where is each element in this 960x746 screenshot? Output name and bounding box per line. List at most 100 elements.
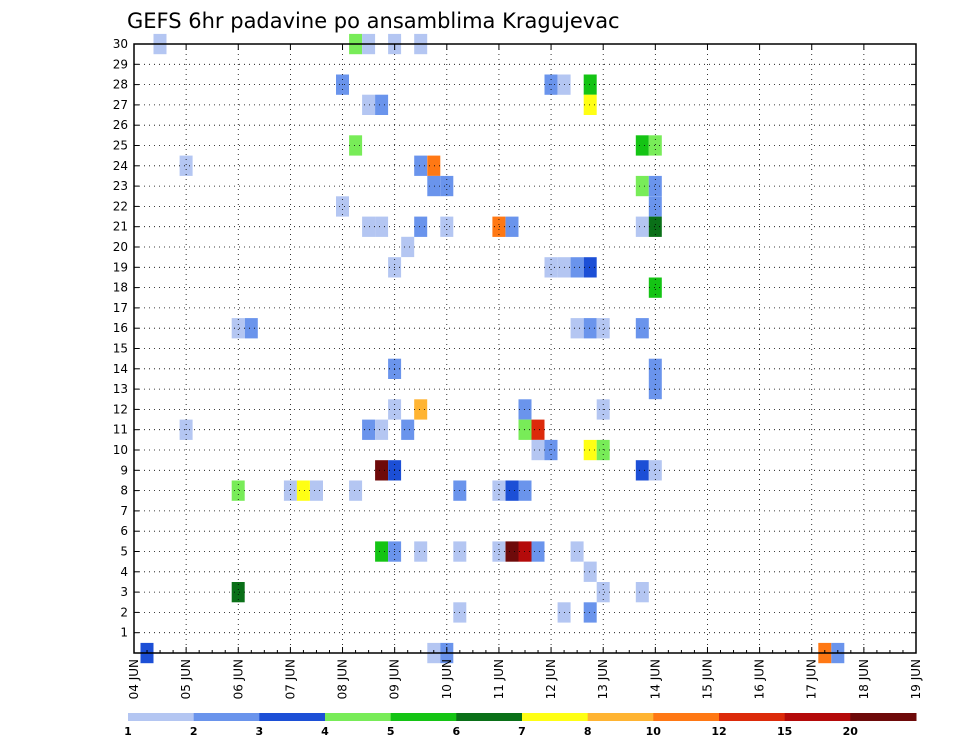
heatmap-cell: [492, 541, 506, 562]
heatmap-cell: [375, 541, 389, 562]
heatmap-cell: [296, 480, 310, 501]
x-tick-label: 11 JUN: [492, 659, 506, 699]
y-tick-label: 12: [113, 402, 128, 416]
colorbar-swatch: [325, 713, 392, 721]
heatmap-cell: [231, 318, 245, 339]
y-tick-label: 17: [113, 301, 128, 315]
heatmap-cell: [544, 257, 558, 278]
y-tick-label: 5: [120, 545, 128, 559]
x-tick-label: 13 JUN: [596, 659, 610, 699]
y-tick-label: 23: [113, 179, 128, 193]
heatmap-cell: [648, 196, 662, 217]
colorbar-label: 2: [190, 725, 198, 738]
heatmap-cell: [570, 318, 584, 339]
heatmap-cell: [244, 318, 258, 339]
colorbar-label: 15: [777, 725, 792, 738]
x-tick-label: 04 JUN: [127, 659, 141, 699]
colorbar-label: 20: [843, 725, 859, 738]
heatmap-cell: [583, 74, 597, 95]
heatmap-cells: [140, 33, 845, 664]
y-tick-label: 22: [113, 199, 128, 213]
heatmap-cell: [635, 135, 649, 156]
colorbar-label: 10: [646, 725, 662, 738]
heatmap-cell: [648, 216, 662, 237]
heatmap-cell: [531, 419, 545, 440]
heatmap-cell: [349, 480, 363, 501]
y-tick-label: 11: [113, 423, 128, 437]
heatmap-cell: [583, 439, 597, 461]
x-tick-label: 14 JUN: [648, 659, 662, 699]
heatmap-cell: [414, 155, 428, 176]
colorbar-swatch: [456, 713, 523, 721]
x-tick-label: 06 JUN: [231, 659, 245, 699]
heatmap-cell: [375, 460, 389, 481]
y-tick-label: 10: [113, 443, 128, 457]
chart-title: GEFS 6hr padavine po ansamblima Kragujev…: [127, 9, 620, 33]
heatmap-cell: [505, 216, 519, 237]
colorbar: 1 2 3 4 5 6 7 8 10 12 15 20: [124, 713, 917, 738]
colorbar-label: 8: [584, 725, 592, 738]
heatmap-cell: [231, 582, 245, 603]
heatmap-cell: [427, 155, 441, 176]
x-tick-label: 12 JUN: [544, 659, 558, 699]
colorbar-label: 7: [518, 725, 526, 738]
y-tick-label: 1: [120, 626, 128, 640]
heatmap-cell: [505, 541, 519, 562]
heatmap-cell: [583, 561, 597, 582]
y-tick-label: 6: [120, 524, 128, 538]
x-tick-label: 09 JUN: [388, 659, 402, 699]
colorbar-label: 6: [452, 725, 460, 738]
heatmap-cell: [283, 480, 297, 501]
y-tick-label: 24: [113, 159, 128, 173]
x-tick-label: 07 JUN: [283, 659, 297, 699]
x-tick-label: 18 JUN: [857, 659, 871, 699]
heatmap-cell: [635, 582, 649, 603]
heatmap-cell: [349, 135, 363, 156]
x-tick-label: 19 JUN: [909, 659, 923, 699]
heatmap-cell: [310, 480, 323, 501]
y-tick-label: 28: [113, 78, 128, 92]
x-tick-label: 05 JUN: [179, 659, 193, 699]
heatmap-cell: [570, 257, 584, 278]
heatmap-cell: [596, 582, 610, 603]
heatmap-cell: [362, 94, 376, 115]
colorbar-label: 3: [255, 725, 263, 738]
heatmap-cell: [648, 460, 662, 481]
grid-lines: [134, 44, 916, 653]
colorbar-swatch: [784, 713, 851, 721]
y-tick-label: 16: [113, 321, 128, 335]
y-tick-label: 7: [120, 504, 128, 518]
heatmap-cell: [635, 460, 649, 481]
colorbar-label: 1: [124, 725, 132, 738]
heatmap-cell: [440, 216, 454, 237]
x-axis: 04 JUN 05 JUN 06 JUN 07 JUN 08 JUN 09 JUN 10 J…: [127, 44, 923, 699]
heatmap-cell: [648, 358, 662, 379]
heatmap-cell: [414, 399, 428, 420]
heatmap-cell: [583, 318, 597, 339]
colorbar-swatch: [653, 713, 720, 721]
heatmap-cell: [648, 277, 662, 298]
y-tick-label: 3: [120, 585, 128, 599]
colorbar-swatch: [193, 713, 260, 721]
heatmap-cell: [401, 419, 415, 440]
heatmap-cell: [362, 419, 376, 440]
y-tick-label: 13: [113, 382, 128, 396]
x-tick-label: 17 JUN: [805, 659, 819, 699]
heatmap-cell: [635, 175, 649, 197]
y-tick-label: 14: [113, 362, 128, 376]
y-tick-label: 25: [113, 139, 128, 153]
heatmap-cell: [583, 602, 597, 623]
y-tick-label: 30: [113, 37, 128, 51]
x-tick-label: 15 JUN: [700, 659, 714, 699]
heatmap-cell: [362, 216, 376, 237]
heatmap-cell: [505, 480, 519, 501]
colorbar-swatch: [850, 713, 917, 721]
heatmap-cell: [583, 257, 597, 278]
heatmap-cell: [531, 541, 545, 562]
colorbar-label: 5: [387, 725, 395, 738]
colorbar-swatch: [719, 713, 786, 721]
heatmap-cell: [440, 175, 454, 197]
heatmap-cell: [596, 318, 610, 339]
heatmap-cell: [648, 135, 662, 156]
